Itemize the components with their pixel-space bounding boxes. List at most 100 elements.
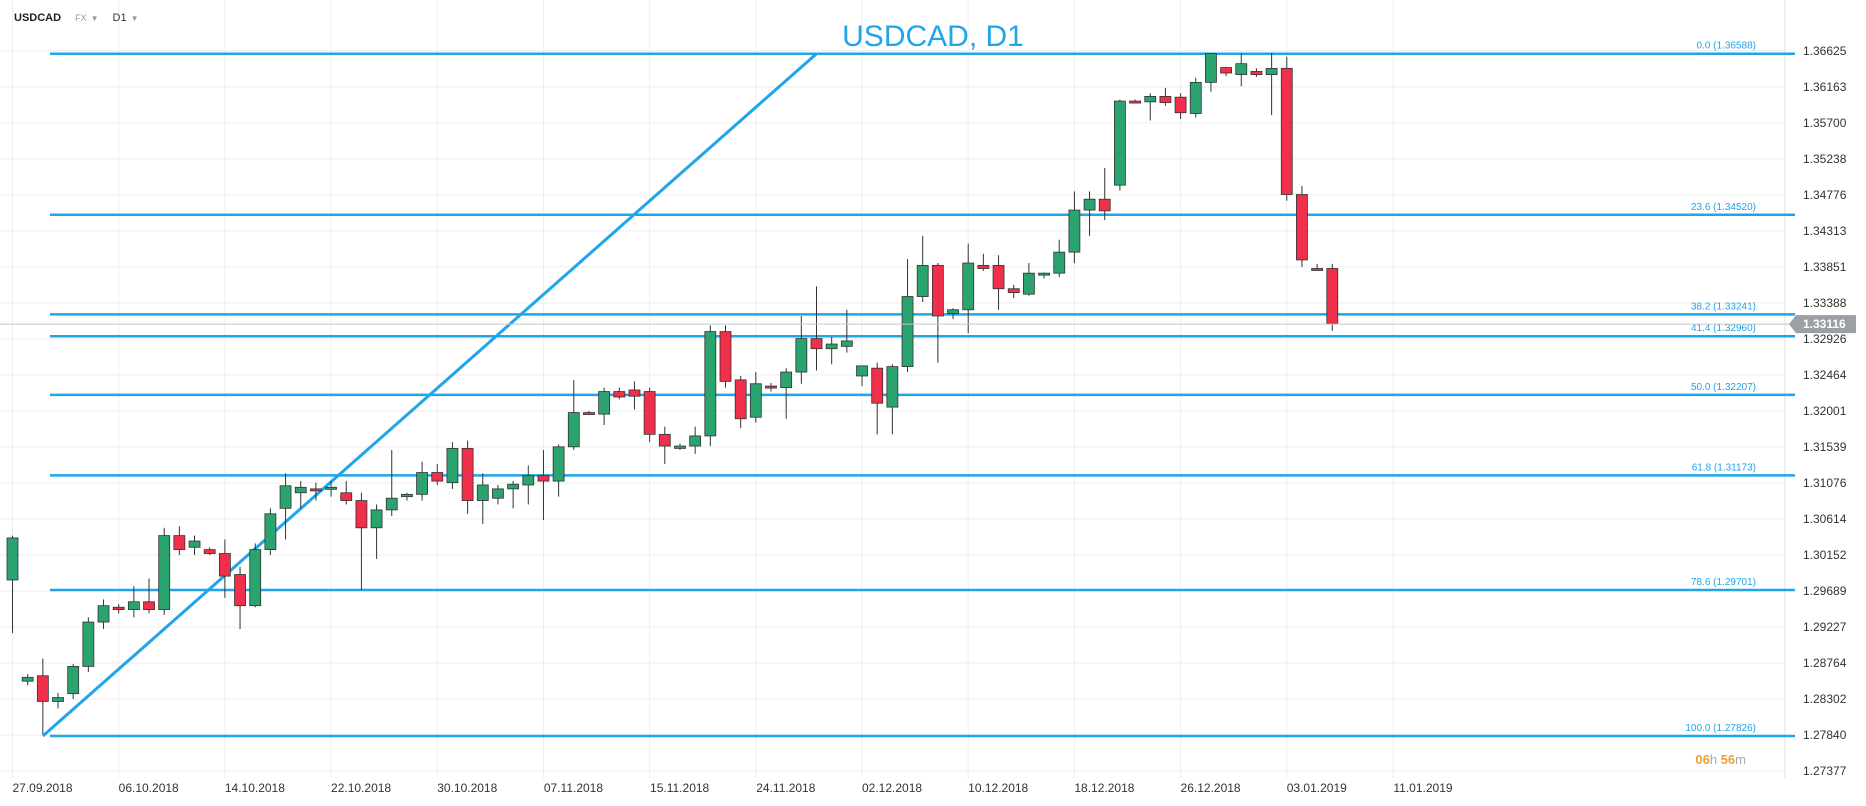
candle xyxy=(810,286,823,371)
candle-body xyxy=(52,697,64,702)
candle xyxy=(1296,185,1308,267)
candle xyxy=(6,535,19,633)
candle xyxy=(552,444,565,497)
candle-body xyxy=(1220,67,1232,74)
candle-body xyxy=(82,621,95,667)
candle xyxy=(1114,99,1126,191)
candle-body xyxy=(689,435,702,447)
candle xyxy=(188,535,201,556)
candle xyxy=(749,372,762,423)
candle xyxy=(1326,263,1339,331)
candle xyxy=(492,484,504,505)
candle-body xyxy=(1114,100,1126,186)
candle xyxy=(840,309,853,353)
candle xyxy=(279,473,292,540)
fibonacci-levels: 0.0 (1.36588) 23.6 (1.34520) 38.2 (1.33241… xyxy=(50,41,1795,738)
y-tick-label: 1.34776 xyxy=(1803,188,1847,202)
candle xyxy=(461,440,474,514)
candle xyxy=(36,658,49,735)
candle xyxy=(704,325,717,447)
current-price-tag xyxy=(1789,315,1856,334)
y-tick-label: 1.32464 xyxy=(1803,368,1847,382)
grid xyxy=(0,0,1785,778)
candle-body xyxy=(112,606,125,610)
price-axis: 1.36625 1.36163 1.35700 1.35238 1.34776 1.343… xyxy=(1803,44,1847,778)
candle-body xyxy=(583,412,595,415)
x-tick-label: 06.10.2018 xyxy=(119,781,179,795)
y-tick-label: 1.29689 xyxy=(1803,584,1847,598)
candle-body xyxy=(704,331,717,437)
x-tick-label: 02.12.2018 xyxy=(862,781,922,795)
candle-body xyxy=(370,509,383,529)
candle xyxy=(234,566,246,630)
candle xyxy=(992,255,1005,310)
timeframe-label: D1 xyxy=(112,12,127,24)
x-tick-label: 10.12.2018 xyxy=(968,781,1028,795)
y-tick-label: 1.28764 xyxy=(1803,656,1847,670)
candle xyxy=(476,473,489,524)
candle xyxy=(446,442,459,489)
timeframe-selector[interactable]: D1 ▼ xyxy=(113,12,139,24)
candle xyxy=(1007,284,1020,299)
current-price-label: 1.33116 xyxy=(1803,317,1846,331)
candle-body xyxy=(446,447,459,484)
candle-body xyxy=(340,492,353,501)
candle xyxy=(825,337,838,365)
candle-body xyxy=(1326,268,1339,325)
y-tick-label: 1.31539 xyxy=(1803,440,1847,454)
candle xyxy=(886,364,899,435)
candle xyxy=(1053,239,1066,278)
market-selector[interactable]: FX ▼ xyxy=(75,12,98,24)
candle xyxy=(598,387,611,426)
candle-body xyxy=(1068,209,1081,253)
candle xyxy=(522,465,535,505)
candle-body xyxy=(643,391,656,435)
x-tick-label: 14.10.2018 xyxy=(225,781,285,795)
chevron-down-icon: ▼ xyxy=(130,14,139,23)
candle-body xyxy=(674,445,686,449)
candle-body xyxy=(218,553,231,577)
candle xyxy=(325,481,337,497)
fib-label: 50.0 (1.32207) xyxy=(1691,382,1756,393)
symbol-label[interactable]: USDCAD xyxy=(14,12,62,24)
candle-body xyxy=(856,365,868,377)
candle-body xyxy=(840,340,853,347)
candle xyxy=(173,526,186,556)
candle-body xyxy=(234,574,246,607)
candle xyxy=(1022,263,1035,296)
candle-body xyxy=(1250,71,1263,75)
candle xyxy=(112,604,125,614)
candle xyxy=(1265,52,1278,116)
candle-body xyxy=(1098,198,1111,212)
candle-body xyxy=(901,296,914,368)
candle xyxy=(1038,272,1050,279)
candle-body xyxy=(21,676,34,682)
candle-body xyxy=(871,367,884,404)
countdown-hours-unit: h xyxy=(1709,752,1718,767)
candle-body xyxy=(127,601,140,610)
trendline-group xyxy=(41,52,818,738)
fib-label: 23.6 (1.34520) xyxy=(1691,202,1756,213)
candle-body xyxy=(598,391,611,415)
candle-body xyxy=(628,389,641,397)
candle xyxy=(1220,66,1232,77)
candle xyxy=(658,426,671,464)
candle-body xyxy=(780,371,793,389)
candle xyxy=(734,375,747,429)
candle xyxy=(947,308,959,320)
candle-body xyxy=(1235,63,1248,75)
candle-body xyxy=(492,488,504,499)
candle xyxy=(21,674,34,686)
candle xyxy=(385,449,398,517)
y-tick-label: 1.30614 xyxy=(1803,512,1847,526)
candle-body xyxy=(962,262,975,311)
candle xyxy=(1174,93,1187,119)
candle xyxy=(355,492,368,591)
candle-body xyxy=(734,379,747,420)
trendline[interactable] xyxy=(41,52,818,738)
x-tick-label: 26.12.2018 xyxy=(1181,781,1241,795)
candle xyxy=(143,578,155,614)
candle-body xyxy=(825,343,838,350)
fib-label: 0.0 (1.36588) xyxy=(1697,41,1757,52)
